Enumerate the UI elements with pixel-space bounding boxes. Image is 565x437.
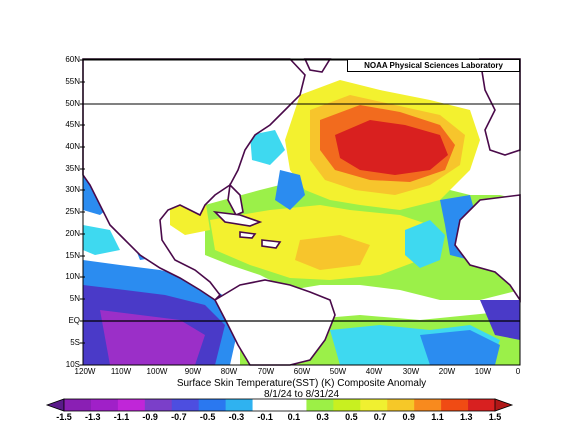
lon-label: 10W [474, 367, 492, 376]
colorbar-label: 0.1 [287, 412, 301, 422]
lon-label: 90W [184, 367, 202, 376]
colorbar-cell [306, 399, 334, 411]
colorbar-cell [360, 399, 388, 411]
colorbar-label: -0.7 [171, 412, 187, 422]
colorbar-label: -0.9 [142, 412, 158, 422]
colorbar-cell [252, 399, 280, 411]
colorbar-label: -0.3 [228, 412, 245, 422]
lon-label: 100W [146, 367, 168, 376]
colorbar-label: -0.1 [257, 412, 273, 422]
colorbar-cell [144, 399, 173, 411]
lon-label: 60W [293, 367, 311, 376]
lat-label: 35N [65, 164, 80, 173]
lon-label: 40W [365, 367, 383, 376]
colorbar-cell [468, 399, 496, 411]
lat-label: 55N [65, 77, 80, 86]
colorbar-cell [90, 399, 119, 411]
colorbar-left-arrow [45, 398, 65, 412]
lat-label: EQ [68, 316, 80, 325]
lat-label: 10S [65, 360, 80, 369]
lat-label: 50N [65, 99, 80, 108]
lon-label: 110W [110, 367, 132, 376]
colorbar-label: 0.3 [316, 412, 329, 422]
colorbar-cell [387, 399, 415, 411]
land [82, 58, 521, 366]
colorbar-cell [333, 399, 361, 411]
lon-label: 70W [257, 367, 275, 376]
date-range: 8/1/24 to 8/31/24 [263, 389, 340, 400]
map-title: Surface Skin Temperature(SST) (K) Compos… [176, 378, 427, 389]
colorbar-cell [441, 399, 469, 411]
colorbar-label: -1.1 [113, 412, 130, 422]
lat-label: 10N [65, 272, 80, 281]
colorbar-cell [225, 399, 254, 411]
lat-label: 60N [65, 55, 80, 64]
colorbar-cell [414, 399, 442, 411]
colorbar-label: 0.7 [373, 412, 387, 422]
lon-label: 120W [74, 367, 96, 376]
anomaly-field [83, 62, 520, 365]
lon-label: 80W [220, 367, 238, 376]
colorbar-label: -1.3 [84, 412, 101, 422]
lon-label: 0 [515, 367, 521, 376]
lat-label: 5S [70, 338, 80, 347]
lat-label: 15N [65, 251, 80, 260]
colorbar-cell [198, 399, 227, 411]
colorbar-label: -1.5 [56, 412, 72, 422]
lat-label: 20N [65, 229, 80, 238]
colorbar-cell [279, 399, 307, 411]
colorbar [45, 398, 514, 412]
lat-label: 5N [69, 294, 80, 303]
colorbar-label: 0.5 [345, 412, 358, 422]
colorbar-cell [171, 399, 200, 411]
lat-label: 45N [65, 120, 80, 129]
colorbar-cell [64, 399, 92, 411]
credit-label: NOAA Physical Sciences Laboratory [347, 59, 520, 72]
colorbar-label: 1.5 [488, 412, 502, 422]
colorbar-label: -0.5 [199, 412, 216, 422]
colorbar-label: 1.1 [431, 412, 444, 422]
lat-label: 30N [65, 185, 80, 194]
y-ticks [80, 59, 85, 366]
lat-label: 40N [65, 142, 80, 151]
colorbar-label: 1.3 [460, 412, 473, 422]
colorbar-right-arrow [494, 398, 514, 412]
lat-label: 25N [65, 207, 80, 216]
lon-label: 20W [438, 367, 456, 376]
lon-label: 50W [329, 367, 347, 376]
colorbar-label: 0.9 [402, 412, 416, 422]
colorbar-cell [117, 399, 146, 411]
lon-label: 30W [402, 367, 420, 376]
